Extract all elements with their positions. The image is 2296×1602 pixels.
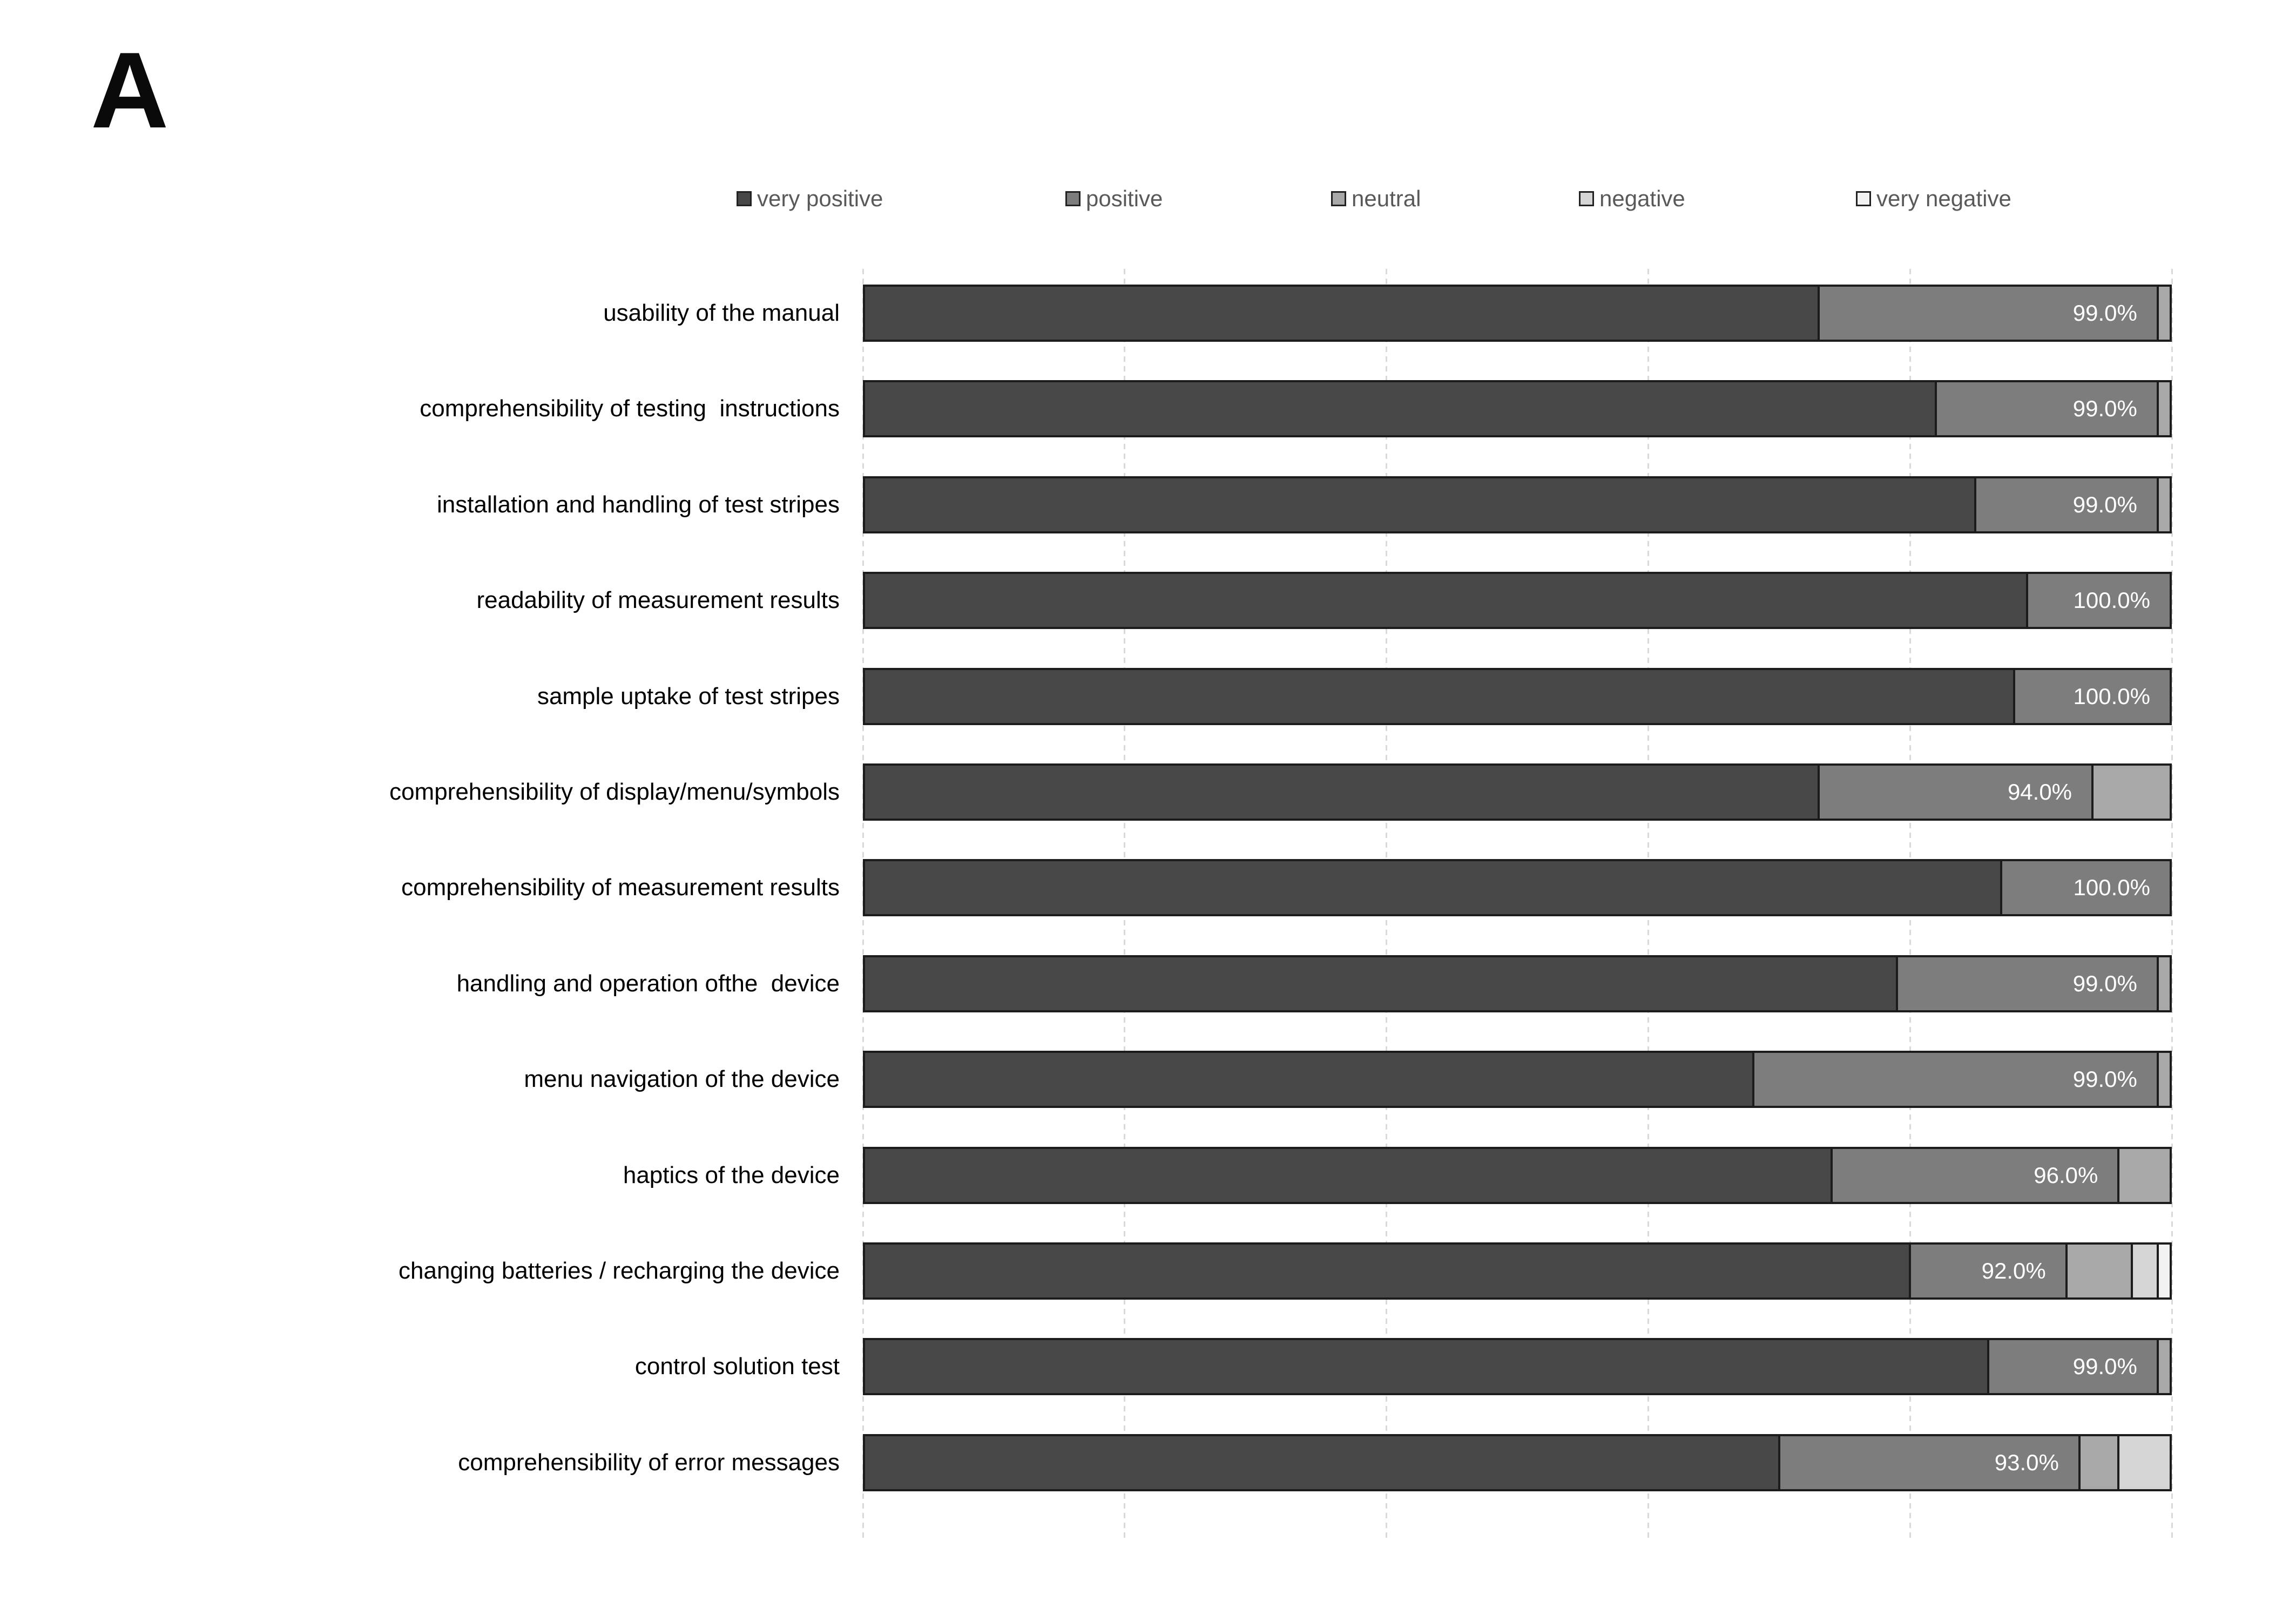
gridline xyxy=(2171,269,2173,1540)
value-label: 96.0% xyxy=(2034,1162,2098,1188)
segment-neutral xyxy=(2117,1148,2170,1202)
segment-positive: 100.0% xyxy=(2013,670,2170,723)
legend-label-neutral: neutral xyxy=(1352,186,1421,211)
category-label: control solution test xyxy=(634,1353,840,1380)
bar-row: 99.0% xyxy=(863,955,2172,1012)
segment-positive: 100.0% xyxy=(2000,861,2170,915)
segment-very-positive xyxy=(865,957,1896,1010)
bar-row: 99.0% xyxy=(863,476,2172,533)
category-label: menu navigation of the device xyxy=(524,1066,840,1093)
legend-label-very-positive: very positive xyxy=(757,186,883,211)
category-label: usability of the manual xyxy=(603,300,840,326)
legend-swatch-very-positive-icon xyxy=(737,191,752,206)
segment-very-positive xyxy=(865,1436,1779,1489)
value-label: 100.0% xyxy=(2073,587,2150,613)
bar-row: 96.0% xyxy=(863,1146,2172,1204)
bar-row: 99.0% xyxy=(863,1051,2172,1108)
segment-negative xyxy=(2117,1436,2170,1489)
value-label: 92.0% xyxy=(1981,1258,2046,1283)
bar-row: 93.0% xyxy=(863,1434,2172,1491)
category-label: comprehensibility of error messages xyxy=(458,1449,840,1476)
segment-very-positive xyxy=(865,766,1818,819)
legend-label-very-negative: very negative xyxy=(1876,186,2011,211)
segment-very-positive xyxy=(865,1053,1752,1106)
value-label: 99.0% xyxy=(2072,1354,2137,1380)
segment-very-positive xyxy=(865,287,1818,340)
segment-very-positive xyxy=(865,382,1935,436)
segment-neutral xyxy=(2156,478,2170,531)
segment-negative xyxy=(2130,1245,2157,1297)
segment-neutral xyxy=(2091,766,2170,819)
category-label: haptics of the device xyxy=(623,1161,840,1188)
bar-row: 99.0% xyxy=(863,285,2172,342)
segment-neutral xyxy=(2156,1053,2170,1106)
segment-positive: 99.0% xyxy=(1817,287,2157,340)
segment-positive: 96.0% xyxy=(1830,1148,2118,1202)
legend-label-negative: negative xyxy=(1599,186,1685,211)
legend-swatch-positive-icon xyxy=(1065,191,1081,206)
bar-row: 99.0% xyxy=(863,380,2172,438)
value-label: 99.0% xyxy=(2072,300,2137,326)
value-label: 99.0% xyxy=(2072,1066,2137,1092)
legend-item-neutral: neutral xyxy=(1331,184,1421,214)
segment-neutral xyxy=(2078,1436,2118,1489)
category-label: comprehensibility of display/menu/symbol… xyxy=(389,779,840,805)
segment-neutral xyxy=(2065,1245,2131,1297)
segment-very-positive xyxy=(865,478,1974,531)
panel-label: A xyxy=(91,30,169,151)
value-label: 93.0% xyxy=(1994,1449,2059,1475)
legend-item-positive: positive xyxy=(1065,184,1163,214)
segment-very-positive xyxy=(865,574,2027,627)
segment-positive: 93.0% xyxy=(1778,1436,2078,1489)
segment-neutral xyxy=(2156,957,2170,1010)
bar-row: 100.0% xyxy=(863,667,2172,725)
segment-very-positive xyxy=(865,1245,1909,1297)
legend-item-very-negative: very negative xyxy=(1856,184,2011,214)
legend-swatch-neutral-icon xyxy=(1331,191,1346,206)
segment-positive: 99.0% xyxy=(1752,1053,2157,1106)
legend-swatch-very-negative-icon xyxy=(1856,191,1871,206)
category-label: comprehensibility of testing instruction… xyxy=(420,395,840,422)
segment-very-positive xyxy=(865,861,2000,915)
category-label: readability of measurement results xyxy=(476,587,840,614)
segment-positive: 99.0% xyxy=(1987,1340,2157,1394)
segment-positive: 100.0% xyxy=(2026,574,2170,627)
value-label: 99.0% xyxy=(2072,491,2137,517)
bar-row: 99.0% xyxy=(863,1338,2172,1396)
bar-row: 100.0% xyxy=(863,572,2172,630)
value-label: 100.0% xyxy=(2073,875,2150,901)
bar-row: 94.0% xyxy=(863,763,2172,821)
segment-very-positive xyxy=(865,1148,1831,1202)
segment-positive: 92.0% xyxy=(1908,1245,2065,1297)
segment-positive: 99.0% xyxy=(1935,382,2157,436)
segment-positive: 99.0% xyxy=(1895,957,2157,1010)
segment-very-positive xyxy=(865,1340,1987,1394)
category-label: changing batteries / recharging the devi… xyxy=(399,1258,840,1284)
value-label: 99.0% xyxy=(2072,970,2137,996)
legend-swatch-negative-icon xyxy=(1579,191,1594,206)
value-label: 94.0% xyxy=(2007,779,2072,805)
segment-positive: 94.0% xyxy=(1817,766,2092,819)
category-label: comprehensibility of measurement results xyxy=(401,874,840,901)
value-label: 100.0% xyxy=(2073,683,2150,709)
bar-row: 92.0% xyxy=(863,1242,2172,1300)
segment-positive: 99.0% xyxy=(1974,478,2157,531)
legend-item-negative: negative xyxy=(1579,184,1685,214)
segment-neutral xyxy=(2156,382,2170,436)
segment-very-negative xyxy=(2156,1245,2170,1297)
segment-neutral xyxy=(2156,287,2170,340)
legend-item-very-positive: very positive xyxy=(737,184,883,214)
category-label: installation and handling of test stripe… xyxy=(436,491,840,518)
category-label: sample uptake of test stripes xyxy=(537,682,840,709)
value-label: 99.0% xyxy=(2072,396,2137,422)
bar-row: 100.0% xyxy=(863,859,2172,917)
category-label: handling and operation ofthe device xyxy=(456,970,840,997)
legend-label-positive: positive xyxy=(1086,186,1163,211)
segment-very-positive xyxy=(865,670,2014,723)
segment-neutral xyxy=(2156,1340,2170,1394)
